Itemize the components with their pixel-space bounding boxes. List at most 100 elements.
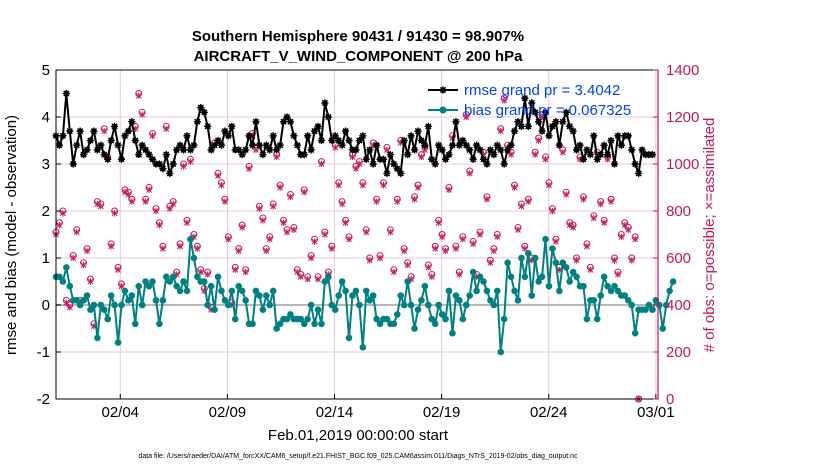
rmse-point: [248, 141, 257, 149]
bias-point: [276, 320, 284, 328]
bias-point: [611, 282, 618, 290]
bias-point: [383, 315, 391, 323]
bias-point: [200, 278, 208, 285]
bias-point: [252, 287, 260, 295]
bias-point: [342, 287, 349, 295]
y2-tick-label: 800: [666, 203, 691, 220]
rmse-point: [79, 151, 88, 159]
obs-assimilated-point: [587, 266, 594, 273]
y2-axis-label: # of obs: o=possible; ×=assimilated: [701, 118, 718, 353]
obs-assimilated-point: [359, 181, 366, 189]
legend-rmse-marker: [439, 86, 447, 94]
y-axis-label: rmse and bias (model - observation): [3, 115, 20, 355]
rmse-point: [390, 160, 398, 168]
legend-rmse-label: rmse grand pr = 3.4042: [464, 82, 620, 99]
rmse-point: [138, 141, 146, 149]
rmse-point: [445, 151, 453, 159]
rmse-point: [104, 155, 112, 163]
obs-assimilated-point: [356, 160, 363, 168]
bias-point: [66, 282, 74, 290]
rmse-point: [235, 146, 243, 154]
y2-tick-label: 0: [666, 391, 674, 408]
rmse-point: [238, 151, 246, 159]
obs-assimilated-point: [187, 158, 194, 165]
bias-point: [118, 301, 125, 309]
rmse-point: [414, 127, 422, 135]
x-tick-label: 02/24: [530, 404, 568, 421]
bias-point: [487, 297, 494, 304]
bias-point: [614, 287, 622, 295]
bias-point: [249, 320, 256, 328]
rmse-point: [252, 118, 260, 126]
rmse-point: [631, 160, 639, 168]
x-tick-label: 02/14: [316, 404, 354, 421]
obs-assimilated-point: [525, 198, 532, 205]
rmse-point: [359, 132, 367, 140]
obs-assimilated-point: [618, 233, 625, 241]
rmse-point: [490, 151, 498, 159]
obs-assimilated-point: [63, 299, 70, 306]
rmse-point: [603, 151, 612, 159]
y-tick-label: -1: [37, 344, 50, 361]
rmse-point: [410, 146, 419, 154]
rmse-point: [193, 118, 201, 126]
rmse-point: [510, 127, 519, 135]
rmse-point: [221, 127, 229, 135]
rmse-point: [242, 146, 250, 154]
obs-assimilated-point: [611, 257, 618, 264]
bias-point: [145, 282, 153, 290]
bias-point: [283, 315, 291, 323]
obs-assimilated-point: [315, 275, 321, 283]
bias-point: [269, 287, 277, 295]
rmse-point: [331, 132, 339, 140]
rmse-point: [524, 122, 532, 130]
bias-point: [469, 268, 477, 276]
obs-assimilated-point: [511, 184, 518, 191]
obs-assimilated-point: [246, 165, 253, 172]
obs-assimilated-point: [535, 137, 542, 144]
rmse-point: [421, 141, 429, 149]
rmse-point: [504, 146, 512, 154]
x-axis-label: Feb.01,2019 00:00:00 start: [268, 427, 449, 444]
obs-assimilated-point: [521, 245, 528, 252]
bias-point: [114, 339, 122, 346]
rmse-point: [131, 136, 139, 145]
obs-assimilated-point: [590, 214, 597, 222]
rmse-point: [159, 165, 167, 173]
rmse-point: [300, 151, 308, 159]
obs-assimilated-point: [390, 268, 397, 276]
rmse-point: [73, 141, 81, 149]
x-tick-label: 02/09: [209, 404, 247, 421]
obs-assimilated-point: [270, 203, 277, 210]
rmse-point: [438, 146, 446, 154]
obs-assimilated-point: [621, 221, 628, 229]
obs-assimilated-point: [235, 247, 242, 255]
rmse-point: [517, 122, 526, 130]
bias-point: [504, 259, 511, 267]
obs-assimilated-point: [339, 200, 346, 208]
rmse-point: [469, 155, 477, 163]
obs-assimilated-point: [508, 151, 515, 158]
bias-point: [549, 245, 556, 252]
legend-bias-marker: [439, 106, 447, 114]
bias-point: [121, 287, 129, 295]
bias-point: [621, 292, 629, 299]
bias-point: [500, 315, 508, 323]
rmse-point: [59, 132, 67, 140]
rmse-point: [76, 127, 84, 135]
obs-assimilated-point: [80, 261, 87, 269]
bias-point: [559, 259, 567, 267]
bias-point: [190, 254, 198, 262]
bias-point: [442, 315, 449, 323]
obs-assimilated-point: [97, 203, 104, 210]
bias-point: [328, 301, 336, 309]
obs-assimilated-point: [252, 146, 259, 154]
rmse-point: [538, 127, 546, 135]
bias-point: [545, 282, 553, 290]
obs-assimilated-point: [59, 210, 66, 217]
rmse-point: [93, 146, 101, 154]
obs-assimilated-point: [384, 146, 390, 154]
plot-axes: [55, 69, 659, 400]
rmse-point: [328, 136, 336, 145]
